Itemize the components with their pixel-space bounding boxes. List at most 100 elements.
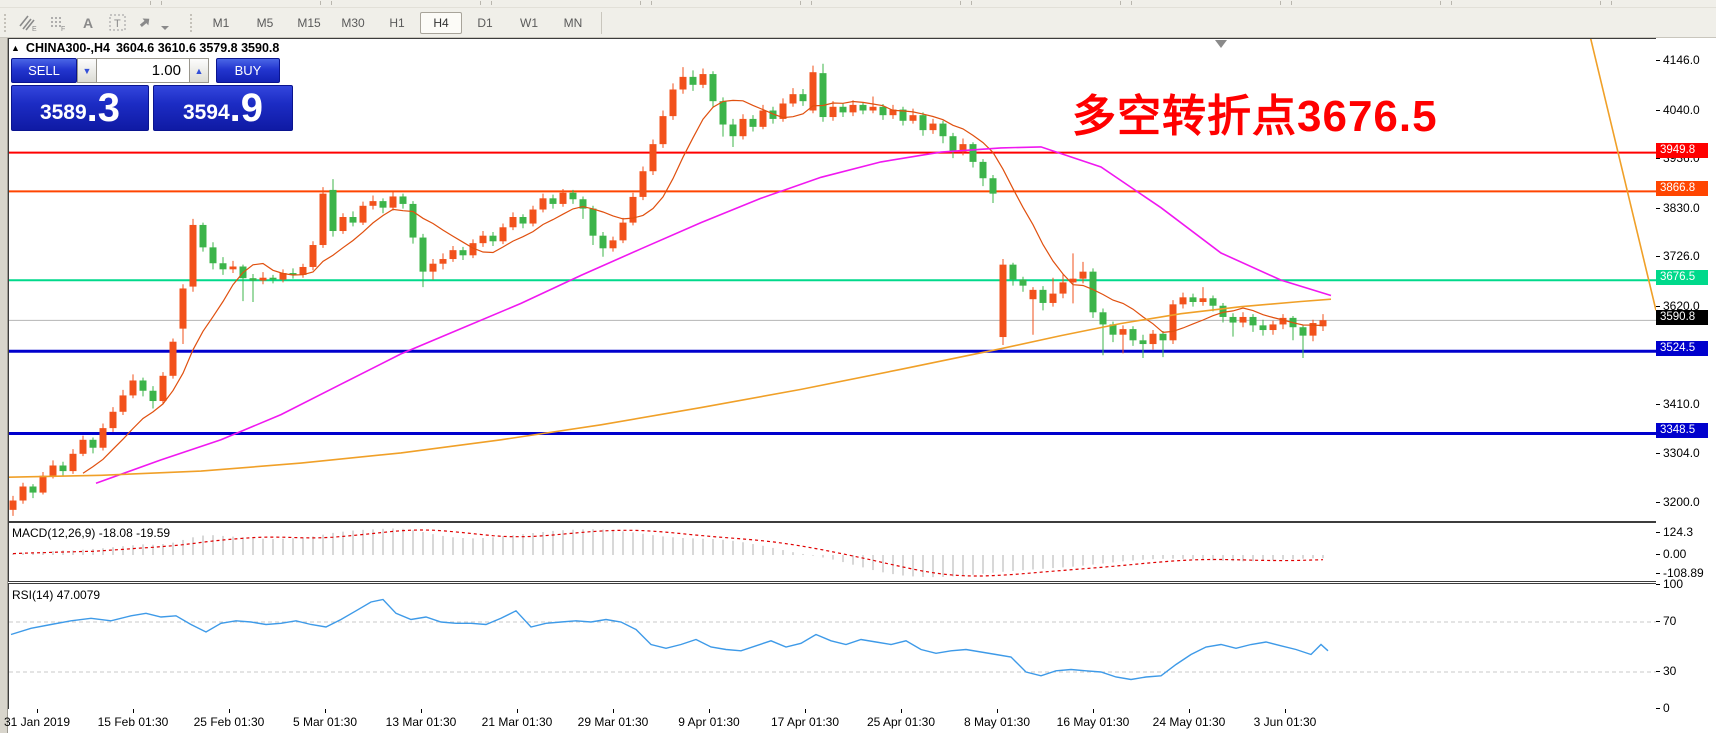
candle-down <box>1089 271 1097 313</box>
symbol-info-row[interactable]: ▲ CHINA300-,H4 3604.6 3610.6 3579.8 3590… <box>11 41 286 55</box>
time-tick-mark <box>1189 709 1190 713</box>
candle-down <box>1219 305 1227 317</box>
rsi-value: 47.0079 <box>56 588 101 602</box>
candle-down <box>1019 279 1027 286</box>
candle-up <box>829 106 837 118</box>
candle-up <box>19 486 27 501</box>
rsi-tick-label: 0 <box>1663 701 1670 715</box>
candle-down <box>349 217 357 223</box>
candle-up <box>1049 293 1057 303</box>
price-axis[interactable]: 4146.0 4040.0 3936.0 3830.0 3726.0 3620.0 3410… <box>1656 38 1716 715</box>
rsi-indicator-panel[interactable] <box>8 583 1657 710</box>
candle-up <box>759 110 767 127</box>
time-tick-label: 16 May 01:30 <box>1056 715 1130 729</box>
candle-up <box>649 144 657 172</box>
volume-input[interactable] <box>97 58 189 83</box>
macd-tick-label: -108.89 <box>1663 566 1704 581</box>
candle-up <box>639 171 647 197</box>
collapse-arrow-icon[interactable]: ▲ <box>11 43 20 53</box>
time-tick-mark <box>133 709 134 713</box>
svg-text:F: F <box>61 26 65 32</box>
grid-icon[interactable]: F <box>43 10 73 36</box>
chart-text-annotation[interactable]: 多空转折点3676.5 <box>1072 92 1438 141</box>
candle-up <box>479 235 487 244</box>
candle-down <box>1129 329 1137 341</box>
candle-up <box>1119 329 1127 335</box>
candle-down <box>819 73 827 118</box>
axis-tick-mark <box>1656 501 1660 503</box>
cycle-arrows-icon[interactable] <box>133 10 175 36</box>
candle-up <box>529 209 537 224</box>
time-tick-label: 15 Feb 01:30 <box>97 715 169 729</box>
volume-decrease-button[interactable]: ▼ <box>77 58 97 83</box>
time-tick-label: 21 Mar 01:30 <box>481 715 553 729</box>
toolbar-separator <box>601 11 602 34</box>
text-label-icon[interactable]: A <box>82 14 94 31</box>
timeframe-m30[interactable]: M30 <box>341 15 365 30</box>
candle-down <box>1299 327 1307 336</box>
price-tick-label: 3830.0 <box>1663 200 1700 215</box>
sell-price-box[interactable]: 3589.3 <box>11 85 149 131</box>
candle-down <box>1099 312 1107 325</box>
candle-up <box>109 411 117 429</box>
candle-down <box>209 247 217 264</box>
candle-up <box>319 193 327 246</box>
buy-price-box[interactable]: 3594.9 <box>153 85 293 131</box>
macd-tick-label: 124.3 <box>1663 525 1694 539</box>
time-tick-mark <box>421 709 422 713</box>
candle-up <box>659 116 667 145</box>
candle-down <box>1009 264 1017 280</box>
time-tick-mark <box>37 709 38 713</box>
macd-tick-label: 0.00 <box>1663 547 1687 561</box>
candle-down <box>1159 333 1167 341</box>
buy-button[interactable]: BUY <box>216 58 280 83</box>
chart-shift-marker-icon[interactable] <box>1215 40 1227 48</box>
axis-tick-mark <box>1656 109 1660 111</box>
candle-down <box>289 273 297 275</box>
trendline[interactable] <box>1589 39 1656 311</box>
axis-tick-mark <box>1656 207 1660 209</box>
volume-increase-button[interactable]: ▲ <box>189 58 209 83</box>
indicators-icon[interactable]: E <box>13 10 43 36</box>
textbox-icon[interactable]: T <box>103 10 133 36</box>
timeframe-w1[interactable]: W1 <box>520 15 538 30</box>
candle-down <box>749 118 757 127</box>
timeframe-m1[interactable]: M1 <box>212 15 230 30</box>
timeframe-h4[interactable]: H4 <box>420 11 462 34</box>
candle-up <box>389 196 397 208</box>
timeframe-h1[interactable]: H1 <box>389 15 405 30</box>
candle-down <box>419 237 427 272</box>
candle-up <box>69 453 77 472</box>
candle-up <box>159 375 167 402</box>
candle-down <box>979 161 987 179</box>
candle-up <box>179 288 187 329</box>
candle-down <box>719 101 727 125</box>
timeframe-mn[interactable]: MN <box>563 15 583 30</box>
time-tick-label: 25 Apr 01:30 <box>866 715 936 729</box>
candle-up <box>1169 304 1177 341</box>
candle-up <box>1149 333 1157 345</box>
candle-down <box>1209 298 1217 306</box>
timeframe-m15[interactable]: M15 <box>297 15 321 30</box>
toolbar-grip[interactable] <box>189 12 194 33</box>
axis-tick-mark <box>1656 573 1660 575</box>
price-tick-label: 3410.0 <box>1663 396 1700 411</box>
candle-up <box>929 123 937 131</box>
buy-price-pips: .9 <box>229 86 264 130</box>
axis-tick-mark <box>1656 403 1660 405</box>
candle-down <box>839 106 847 113</box>
toolbar-grip[interactable] <box>3 12 8 33</box>
candle-down <box>399 196 407 204</box>
timeframe-m5[interactable]: M5 <box>256 15 274 30</box>
timeframe-d1[interactable]: D1 <box>477 15 493 30</box>
time-tick-mark <box>709 709 710 713</box>
macd-indicator-panel[interactable] <box>8 522 1657 582</box>
candle-up <box>1309 323 1317 336</box>
candle-down <box>1139 340 1147 345</box>
time-axis[interactable]: 31 Jan 2019 15 Feb 01:30 25 Feb 01:30 5 Mar… <box>4 709 1657 733</box>
candle-up <box>869 106 877 111</box>
candle-up <box>299 266 307 275</box>
axis-tick-mark <box>1656 621 1660 622</box>
time-tick-label: 13 Mar 01:30 <box>385 715 457 729</box>
sell-button[interactable]: SELL <box>11 58 77 83</box>
